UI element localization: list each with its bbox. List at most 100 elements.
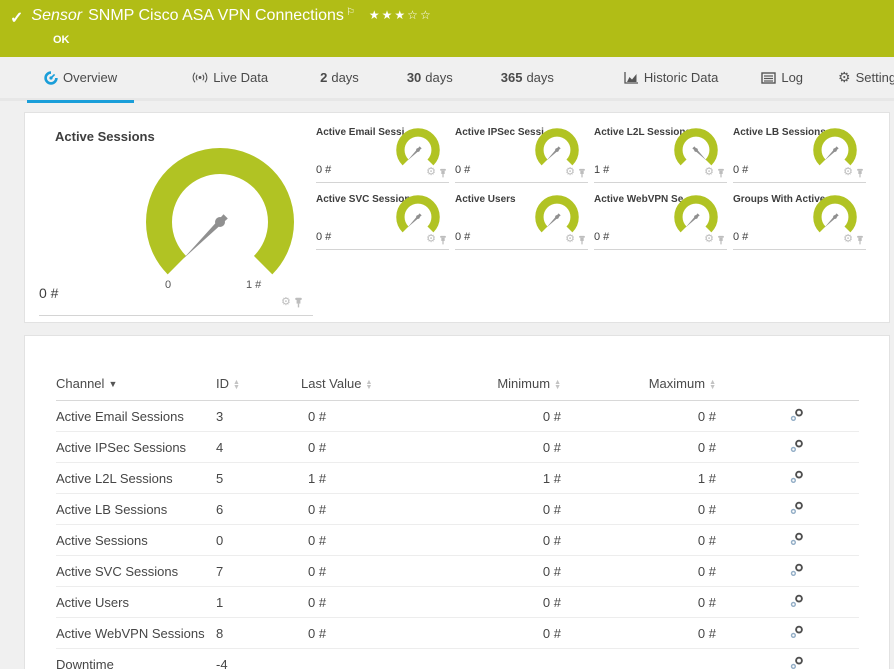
edit-channel-button[interactable] <box>790 594 804 611</box>
cell-last-value: 0 # <box>301 524 463 556</box>
cell-edit <box>716 400 806 432</box>
pin-icon[interactable] <box>856 235 864 245</box>
tab-settings[interactable]: ⚙ Settings <box>828 56 894 100</box>
pin-icon[interactable] <box>856 168 864 178</box>
edit-channel-button[interactable] <box>790 656 804 669</box>
gauge-chart <box>396 195 440 233</box>
mini-gauge-panel: Active Users 0 # ⚙ <box>455 188 588 250</box>
cell-minimum <box>463 648 561 669</box>
edit-channel-button[interactable] <box>790 501 804 518</box>
column-label: Channel <box>56 376 105 391</box>
column-label: Last Value <box>301 376 362 391</box>
cell-filler <box>806 586 859 618</box>
gear-icon[interactable]: ⚙ <box>281 296 291 308</box>
area-chart-icon <box>624 71 639 84</box>
tab-overview[interactable]: Overview <box>27 56 135 103</box>
cell-id: 4 <box>216 431 301 463</box>
column-header-minimum[interactable]: Minimum ▲ ▼ <box>463 376 561 401</box>
cell-maximum: 0 # <box>561 555 716 587</box>
gear-icon[interactable]: ⚙ <box>426 233 436 245</box>
pin-icon[interactable] <box>578 235 586 245</box>
gauge-value: 0 # <box>316 164 332 176</box>
tab-label: days <box>331 70 359 85</box>
mini-gauge-title: Active Users <box>455 194 516 205</box>
tab-30-days[interactable]: 30 days <box>390 56 470 100</box>
cell-edit <box>716 648 806 669</box>
cell-filler <box>806 555 859 587</box>
gear-icon[interactable]: ⚙ <box>426 166 436 178</box>
flag-icon[interactable]: ⚐ <box>345 7 355 18</box>
cell-edit <box>716 493 806 525</box>
cell-channel: Downtime <box>56 648 216 669</box>
edit-channel-button[interactable] <box>790 563 804 580</box>
column-header-channel[interactable]: Channel ▼ <box>56 376 216 401</box>
edit-channel-button[interactable] <box>790 408 804 425</box>
cell-edit <box>716 462 806 494</box>
gauge-scale-min: 0 <box>165 279 172 291</box>
log-list-icon <box>761 71 777 84</box>
gauge-icon <box>44 70 58 85</box>
pin-icon[interactable] <box>717 235 725 245</box>
table-row: Active LB Sessions 6 0 #0 #0 # <box>56 493 859 525</box>
status-check-icon: ✓ <box>10 10 24 27</box>
table-header-row: Channel ▼ ID ▲ ▼ Last Value ▲ ▼ Minimum ▲ ▼ Max… <box>56 376 859 401</box>
cell-id: 7 <box>216 555 301 587</box>
gear-icon[interactable]: ⚙ <box>843 166 853 178</box>
cell-maximum: 0 # <box>561 586 716 618</box>
sort-icon: ▲ ▼ <box>709 378 716 391</box>
rating-stars[interactable]: ★★★☆☆ <box>368 8 433 22</box>
column-header-last-value[interactable]: Last Value ▲ ▼ <box>301 376 463 401</box>
tab-365-days[interactable]: 365 days <box>484 56 571 100</box>
pin-icon[interactable] <box>717 168 725 178</box>
gear-icon[interactable]: ⚙ <box>565 166 575 178</box>
edit-channel-button[interactable] <box>790 470 804 487</box>
pin-icon[interactable] <box>294 297 303 308</box>
sort-icon: ▲ ▼ <box>365 378 373 391</box>
gear-icon[interactable]: ⚙ <box>704 166 714 178</box>
gauge-chart <box>535 128 579 166</box>
cell-id: 5 <box>216 462 301 494</box>
cell-channel: Active Email Sessions <box>56 400 216 432</box>
pin-icon[interactable] <box>578 168 586 178</box>
cell-edit <box>716 617 806 649</box>
tab-live-data[interactable]: Live Data <box>175 56 285 100</box>
gauge-chart <box>396 128 440 166</box>
cell-id: 6 <box>216 493 301 525</box>
cell-minimum: 0 # <box>463 431 561 463</box>
tab-label: Settings <box>855 70 894 85</box>
pin-icon[interactable] <box>439 235 447 245</box>
tab-historic-data[interactable]: Historic Data <box>607 56 735 100</box>
edit-channel-button[interactable] <box>790 532 804 549</box>
table-row: Active Email Sessions 3 0 #0 #0 # <box>56 400 859 432</box>
tab-2-days[interactable]: 2 days <box>303 56 376 100</box>
table-row: Active WebVPN Sessions 8 0 #0 #0 # <box>56 617 859 649</box>
column-header-edit <box>716 376 806 401</box>
gear-icon[interactable]: ⚙ <box>565 233 575 245</box>
cell-filler <box>806 431 859 463</box>
main-gauge-title: Active Sessions <box>55 129 155 144</box>
gauge-value: 0 # <box>733 164 749 176</box>
cell-filler <box>806 648 859 669</box>
table-row: Active Sessions 0 0 #0 #0 # <box>56 524 859 556</box>
gear-icon[interactable]: ⚙ <box>843 233 853 245</box>
cell-channel: Active Sessions <box>56 524 216 556</box>
gear-icon[interactable]: ⚙ <box>704 233 714 245</box>
cell-id: 3 <box>216 400 301 432</box>
tab-label: Historic Data <box>643 70 719 85</box>
cell-id: 8 <box>216 617 301 649</box>
table-row: Active Users 1 0 #0 #0 # <box>56 586 859 618</box>
live-signal-icon <box>192 71 208 84</box>
sensor-kind-label: Sensor <box>31 7 83 24</box>
cell-minimum: 0 # <box>463 586 561 618</box>
cell-channel: Active L2L Sessions <box>56 462 216 494</box>
tab-log[interactable]: Log <box>744 56 820 100</box>
column-header-id[interactable]: ID ▲ ▼ <box>216 376 301 401</box>
cell-minimum: 0 # <box>463 555 561 587</box>
gauges-panel: Active Sessions 0 1 # 0 # ⚙ Active Email… <box>24 112 890 323</box>
pin-icon[interactable] <box>439 168 447 178</box>
edit-channel-button[interactable] <box>790 439 804 456</box>
channels-table: Channel ▼ ID ▲ ▼ Last Value ▲ ▼ Minimum ▲ ▼ Max… <box>56 376 859 669</box>
edit-channel-button[interactable] <box>790 625 804 642</box>
column-header-maximum[interactable]: Maximum ▲ ▼ <box>561 376 716 401</box>
